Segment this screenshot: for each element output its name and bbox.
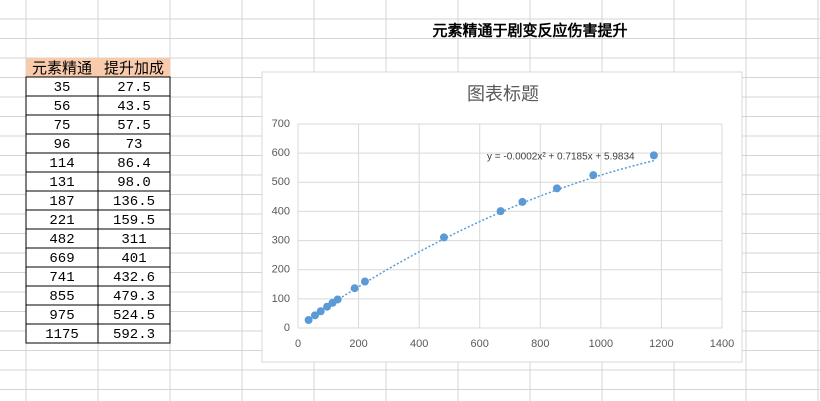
x-tick-label: 0 (295, 338, 301, 350)
point (304, 315, 313, 324)
point (350, 284, 359, 293)
cell-text: 114 (49, 156, 74, 172)
y-tick-label: 100 (272, 293, 290, 305)
point (496, 207, 505, 216)
header-text: 提升加成 (104, 59, 164, 77)
cell-text: 131 (49, 175, 74, 191)
cell-text: 221 (49, 213, 74, 229)
cell-text: 57.5 (117, 118, 151, 134)
cell-text: 35 (54, 80, 71, 96)
cell-text: 27.5 (117, 80, 151, 96)
chart-title: 图表标题 (467, 84, 539, 105)
cell-text: 482 (49, 232, 74, 248)
sheet-title: 元素精通于剧变反应伤害提升 (432, 22, 627, 40)
cell-text: 479.3 (113, 289, 155, 305)
point (316, 307, 325, 316)
point (649, 151, 658, 160)
cell-text: 592.3 (113, 327, 155, 343)
x-tick-label: 200 (349, 338, 367, 350)
cell-text: 86.4 (117, 156, 151, 172)
chart-area (261, 71, 743, 363)
x-tick-label: 1000 (589, 338, 613, 350)
table-cell (97, 323, 171, 344)
cell-text: 669 (49, 251, 74, 267)
y-tick-label: 600 (272, 147, 290, 159)
cell-text: 1175 (45, 327, 79, 343)
cell-text: 741 (49, 270, 74, 286)
header-text: 元素精通 (32, 59, 92, 77)
header-cell (26, 58, 98, 77)
y-tick-label: 200 (272, 264, 290, 276)
cell-text: 432.6 (113, 270, 155, 286)
point (333, 295, 342, 304)
cell-text: 311 (121, 232, 146, 248)
cell-text: 43.5 (117, 99, 151, 115)
point (310, 311, 319, 320)
x-tick-label: 400 (410, 338, 428, 350)
cell-text: 56 (54, 99, 71, 115)
cell-text: 187 (49, 194, 74, 210)
x-tick-label: 1400 (710, 338, 734, 350)
cell-text: 98.0 (117, 175, 151, 191)
cell-text: 75 (54, 118, 71, 134)
point (589, 171, 598, 180)
y-tick-label: 400 (272, 205, 290, 217)
y-tick-label: 700 (272, 118, 290, 130)
cell-text: 73 (126, 137, 143, 153)
trendline-label: y = -0.0002x² + 0.7185x + 5.9834 (487, 152, 635, 163)
y-tick-label: 300 (272, 234, 290, 246)
cell-text: 96 (54, 137, 71, 153)
cell-text: 524.5 (113, 308, 155, 324)
x-tick-label: 800 (531, 338, 549, 350)
chart: 图表标题 0 100 200 300 400 500 600 700 0 200 400 600 800 1… (272, 84, 735, 350)
cell-text: 401 (121, 251, 146, 267)
point (552, 184, 561, 193)
cell-text: 855 (49, 289, 74, 305)
x-tick-label: 600 (471, 338, 489, 350)
point (439, 233, 448, 242)
cell-text: 975 (49, 308, 74, 324)
point (360, 277, 369, 286)
y-tick-label: 0 (284, 322, 290, 334)
x-tick-label: 1200 (649, 338, 673, 350)
table: 元素精通 提升加成 35 27.5 56 43.5 75 57.5 96 73 114 86.4 131… (25, 58, 171, 344)
cell-text: 159.5 (113, 213, 155, 229)
y-tick-label: 500 (272, 176, 290, 188)
point (518, 197, 527, 206)
cell-text: 136.5 (113, 194, 155, 210)
header-cell (98, 58, 170, 77)
